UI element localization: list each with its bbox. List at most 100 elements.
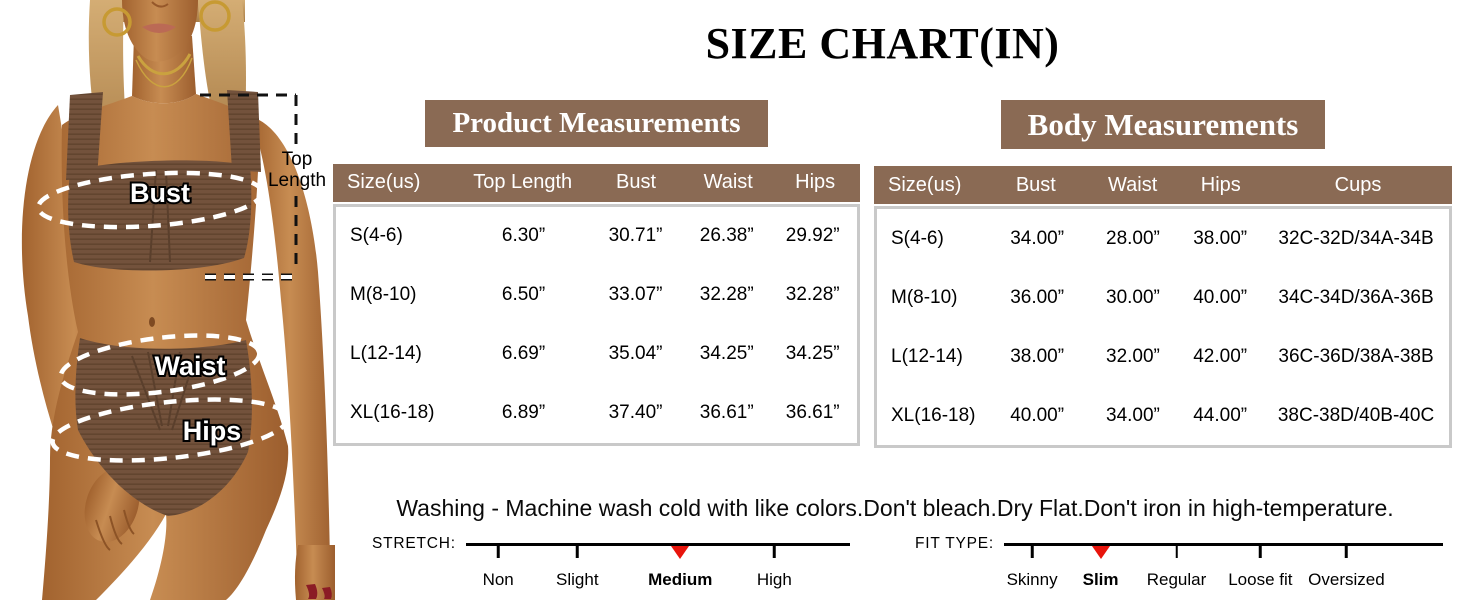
col-header: Cups [1334,173,1382,196]
col-header: Bust [615,171,657,194]
stretch-scale: STRETCH: Non Slight Medium High [372,531,850,594]
cell: 40.00” [1193,286,1248,308]
stretch-option-slight: Slight [556,570,599,589]
cell: 38.00” [1010,345,1065,367]
cell: 28.00” [1106,227,1160,249]
cell: 34.25” [785,343,840,365]
col-header: Hips [795,171,836,194]
cell: 29.92” [785,225,840,247]
col-header: Waist [1108,173,1158,196]
stretch-marker-triangle-icon [671,546,690,559]
fit-option-skinny: Skinny [1006,570,1058,589]
cell: S(4-6) [350,225,403,247]
cell: 38.00” [1193,227,1248,249]
waist-label: Waist [154,351,225,381]
cell: XL(16-18) [350,402,435,424]
top-length-label-line1: Top [282,149,313,170]
stretch-scale-label: STRETCH: [372,535,456,552]
cell: L(12-14) [891,345,963,367]
right-hand [294,545,335,600]
right-arm [252,118,335,600]
cell: 36.61” [699,402,754,424]
fit-option-slim: Slim [1082,570,1119,589]
table-row: L(12-14) 38.00” 32.00” 42.00” 36C-36D/38… [877,327,1449,386]
page-title: SIZE CHART(IN) [705,19,1060,68]
cell: L(12-14) [350,343,422,365]
cell: 44.00” [1193,404,1248,426]
cell: XL(16-18) [891,404,976,426]
stretch-option-non: Non [482,570,514,589]
stretch-scale-track: Non Slight Medium High [465,543,850,594]
fit-option-loose-fit: Loose fit [1228,570,1293,589]
tick [496,546,500,558]
stretch-option-high: High [756,570,792,589]
cell: 6.50” [501,284,546,306]
fit-type-scale: FIT TYPE: Skinny Slim Regular Loose fit … [915,531,1443,594]
cell: M(8-10) [350,284,417,306]
body-measurements-section: Body Measurements Size(us) Bust Waist Hi… [874,100,1452,449]
cell: 6.30” [501,225,546,247]
earring-right [199,0,231,32]
cell: 26.38” [699,225,754,247]
nail-polish [306,584,318,599]
bust-measure-line [36,170,264,230]
hips-measure-line [50,397,290,463]
cell: 37.40” [608,402,663,424]
table-row: M(8-10) 6.50” 33.07” 32.28” 32.28” [336,266,857,325]
product-measurements-section: Product Measurements Size(us) Top Length… [333,100,860,446]
cell: 40.00” [1010,404,1065,426]
cell: 35.04” [608,343,663,365]
necklace [136,53,192,76]
bikini-top [66,90,261,271]
product-table-body: S(4-6) 6.30” 30.71” 26.38” 29.92” M(8-10… [333,203,860,446]
tick [773,546,776,558]
model-illustration: Top Length Bust Waist Hips [21,0,335,600]
necklace-chain [135,57,193,88]
table-row: XL(16-18) 40.00” 34.00” 44.00” 38C-38D/4… [877,386,1449,445]
cell: 32.00” [1106,345,1160,367]
tick [576,546,579,558]
fit-type-marker-triangle-icon [1091,546,1110,559]
cell: 36.00” [1010,286,1065,308]
tick [1175,546,1178,558]
model-photo: Top Length Bust Waist Hips [0,0,335,600]
cell: 38C-38D/40B-40C [1277,404,1435,426]
product-measurements-banner: Product Measurements [425,100,768,147]
washing-instructions: Washing - Machine wash cold with like co… [396,495,1394,521]
col-header: Waist [703,171,753,194]
nose-shadow [151,1,169,8]
navel [149,317,155,327]
fit-option-oversized: Oversized [1308,570,1385,589]
cell: 32.28” [699,284,754,306]
cell: 30.71” [608,225,663,247]
cell: 32.28” [785,284,840,306]
fit-type-scale-label: FIT TYPE: [915,535,994,552]
cell: 34C-34D/36A-36B [1278,286,1434,308]
cell: 36C-36D/38A-38B [1278,345,1434,367]
table-row: L(12-14) 6.69” 35.04” 34.25” 34.25” [336,325,857,384]
cell: 33.07” [608,284,663,306]
nail-polish-2 [322,587,332,599]
cell: 6.89” [501,402,546,424]
lips [142,23,176,33]
col-header: Size(us) [888,173,962,196]
tick [1030,546,1034,558]
top-length-bracket [200,93,298,272]
col-header: Bust [1015,173,1056,196]
cell: 36.61” [785,402,840,424]
fit-option-regular: Regular [1146,570,1207,589]
cell: 34.00” [1106,404,1160,426]
fit-type-scale-track: Skinny Slim Regular Loose fit Oversized [1003,543,1443,594]
left-arm [21,105,138,536]
col-header: Top Length [473,171,573,194]
cell: 30.00” [1106,286,1160,308]
product-table-header: Size(us) Top Length Bust Waist Hips [333,163,860,202]
tick [1345,546,1348,558]
hips-label: Hips [183,416,242,446]
table-row: S(4-6) 6.30” 30.71” 26.38” 29.92” [336,207,857,266]
table-row: S(4-6) 34.00” 28.00” 38.00” 32C-32D/34A-… [877,209,1449,268]
earring-left [102,7,132,37]
top-length-label-line2: Length [268,170,326,191]
cell: 34.00” [1010,227,1065,249]
